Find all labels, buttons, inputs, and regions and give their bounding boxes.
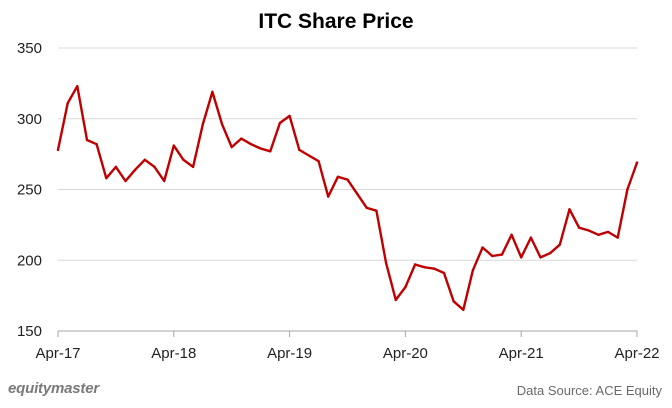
data-point: [548, 251, 552, 255]
data-point: [76, 85, 79, 88]
data-point: [384, 261, 388, 265]
data-point: [626, 188, 629, 191]
data-point: [433, 267, 436, 270]
data-point: [452, 300, 455, 303]
data-point: [597, 233, 600, 236]
data-point: [134, 168, 137, 171]
data-point: [635, 161, 639, 164]
data-point: [220, 123, 224, 126]
data-point: [462, 308, 465, 311]
share-price-line: [56, 84, 639, 311]
data-point: [442, 271, 446, 275]
data-point: [288, 114, 291, 118]
x-tick-label: Apr-19: [267, 345, 312, 362]
y-axis-tick-labels: 150 200 250 300 350: [17, 40, 42, 340]
data-point: [606, 230, 610, 234]
data-point: [423, 266, 426, 269]
data-point: [336, 175, 340, 178]
data-point: [500, 253, 504, 256]
data-point: [298, 148, 301, 152]
data-point: [191, 165, 195, 169]
series-layer: [56, 84, 639, 311]
data-point: [510, 233, 513, 236]
data-point: [327, 195, 330, 198]
axes: [57, 330, 638, 337]
data-point: [365, 206, 368, 210]
data-point: [240, 137, 243, 140]
data-point: [375, 209, 378, 212]
data-point: [587, 229, 590, 232]
data-point: [346, 178, 349, 181]
data-point: [259, 147, 262, 150]
x-tick-label: Apr-17: [35, 345, 80, 362]
gridlines: [58, 47, 637, 261]
data-point: [558, 243, 561, 246]
data-point: [413, 263, 417, 266]
x-tick-label: Apr-20: [383, 345, 428, 362]
data-point: [471, 268, 475, 272]
y-tick-label: 250: [17, 182, 42, 199]
data-point: [249, 143, 253, 146]
data-point: [143, 158, 147, 161]
y-tick-label: 350: [17, 40, 42, 57]
data-point: [307, 154, 311, 157]
data-point: [201, 123, 204, 126]
data-point: [568, 208, 571, 211]
data-point: [56, 148, 60, 152]
data-point: [211, 90, 214, 94]
data-point: [153, 165, 156, 169]
data-point: [124, 179, 127, 183]
data-point: [114, 165, 118, 169]
y-tick-label: 150: [17, 323, 42, 340]
data-point: [95, 143, 98, 146]
data-source-note: Data Source: ACE Equity: [516, 383, 662, 398]
data-point: [278, 121, 282, 125]
x-tick-label: Apr-18: [151, 345, 196, 362]
data-point: [269, 150, 272, 153]
data-point: [481, 246, 484, 249]
x-axis-tick-labels: Apr-17 Apr-18 Apr-19 Apr-20 Apr-21 Apr-22: [35, 345, 659, 362]
data-point: [616, 236, 619, 239]
data-point: [394, 298, 397, 302]
data-point: [577, 226, 581, 229]
data-point: [317, 160, 320, 163]
data-point: [529, 236, 533, 239]
data-point: [105, 176, 108, 180]
data-point: [172, 144, 175, 147]
data-point: [162, 179, 166, 183]
data-point: [230, 145, 233, 149]
x-tick-label: Apr-21: [499, 345, 544, 362]
data-point: [85, 138, 89, 142]
data-point: [355, 192, 359, 195]
data-point: [404, 285, 407, 289]
brand-logo-text: equitymaster: [8, 380, 99, 397]
data-point: [66, 101, 69, 105]
y-tick-label: 300: [17, 111, 42, 128]
data-point: [539, 256, 542, 259]
x-tick-label: Apr-22: [614, 345, 659, 362]
data-point: [520, 256, 523, 259]
data-point: [491, 254, 494, 258]
chart-title: ITC Share Price: [258, 10, 413, 33]
data-point: [182, 158, 185, 161]
y-tick-label: 200: [17, 252, 42, 269]
